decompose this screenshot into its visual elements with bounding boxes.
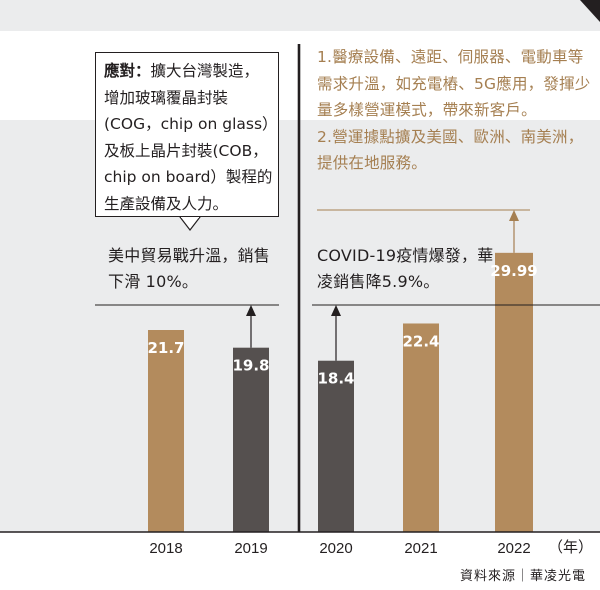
covid-note: COVID-19疫情爆發，華凌銷售降5.9%。: [317, 246, 494, 291]
value-label-2022: 29.99: [490, 262, 537, 280]
top-band: [0, 0, 600, 31]
response-callout-title: 應對：: [104, 62, 151, 80]
x-tick-2022: 2022: [497, 540, 530, 557]
x-tick-2021: 2021: [404, 540, 437, 557]
response-callout-box: [95, 52, 279, 217]
corner-marker: [580, 0, 600, 22]
value-label-2020: 18.4: [317, 370, 354, 388]
axis-strip: [0, 532, 600, 564]
source-credit: 資料來源｜華凌光電: [460, 569, 587, 584]
value-label-2018: 21.7: [147, 339, 184, 357]
response-callout-body: 擴大台灣製造，增加玻璃覆晶封裝(COG，chip on glass）及板上晶片封…: [104, 62, 273, 213]
arrow-2020-head: [331, 305, 341, 316]
growth-note-1: 1.醫療設備、遠距、伺服器、電動車等需求升溫，如充電樁、5G應用，發揮少量多樣營…: [317, 48, 591, 119]
value-label-2019: 19.8: [232, 357, 269, 375]
arrow-2022-head: [509, 210, 519, 221]
arrow-2019-head: [246, 305, 256, 316]
x-tick-2019: 2019: [234, 540, 267, 557]
x-axis-unit: （年）: [548, 538, 594, 556]
bar-2020: [318, 360, 354, 532]
growth-note-2: 2.營運據點擴及美國、歐洲、南美洲，提供在地服務。: [317, 127, 584, 173]
x-tick-2020: 2020: [319, 540, 352, 557]
bar-2022: [495, 252, 533, 532]
bar-2018: [148, 330, 184, 532]
response-callout-text: 應對：擴大台灣製造，增加玻璃覆晶封裝(COG，chip on glass）及板上…: [104, 58, 274, 217]
x-tick-2018: 2018: [149, 540, 182, 557]
bar-2021: [403, 323, 439, 532]
growth-notes: 1.醫療設備、遠距、伺服器、電動車等需求升溫，如充電樁、5G應用，發揮少量多樣營…: [317, 44, 599, 177]
value-label-2021: 22.4: [402, 332, 439, 350]
bar-2019: [233, 347, 269, 532]
trade-war-note: 美中貿易戰升溫，銷售下滑 10%。: [108, 246, 271, 291]
